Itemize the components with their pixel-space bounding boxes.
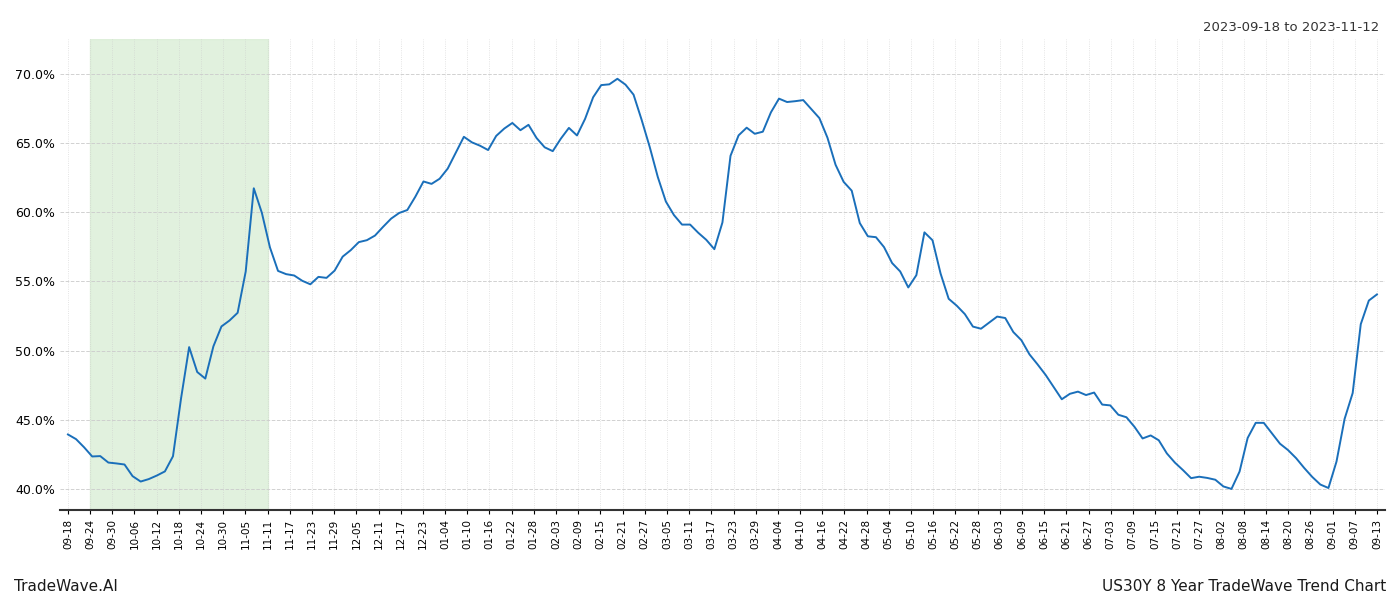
Text: 2023-09-18 to 2023-11-12: 2023-09-18 to 2023-11-12 xyxy=(1203,21,1379,34)
Text: TradeWave.AI: TradeWave.AI xyxy=(14,579,118,594)
Text: US30Y 8 Year TradeWave Trend Chart: US30Y 8 Year TradeWave Trend Chart xyxy=(1102,579,1386,594)
Bar xyxy=(90,39,267,510)
